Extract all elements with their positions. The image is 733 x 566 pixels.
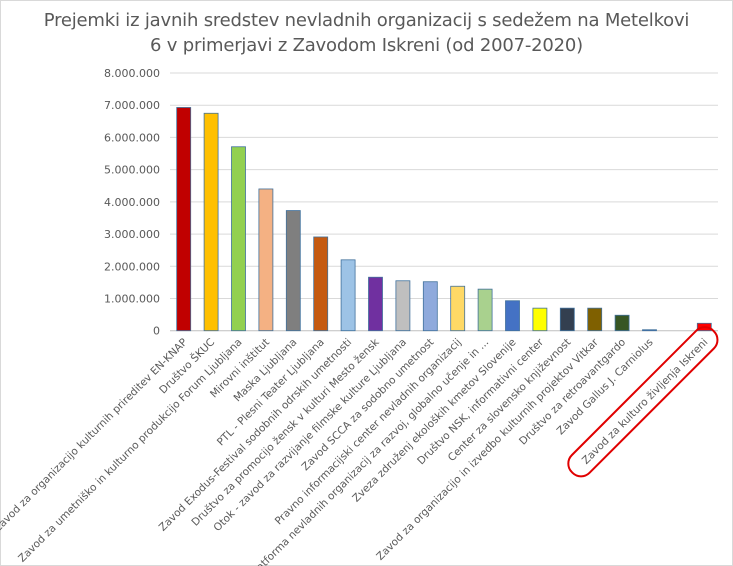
bar <box>587 307 603 332</box>
bar <box>340 259 356 332</box>
bar <box>642 329 657 332</box>
bar <box>176 107 192 332</box>
y-tick-label: 2.000.000 <box>104 260 160 273</box>
chart-title-line-2: 6 v primerjavi z Zavodom Iskreni (od 200… <box>150 35 583 56</box>
y-tick-label: 1.000.000 <box>104 292 160 305</box>
bar <box>203 112 219 332</box>
x-tick-label: Zavod za organizacijo kulturnih priredit… <box>0 336 190 534</box>
x-tick-label: Zavod za umetniško in kulturno produkcij… <box>16 336 244 564</box>
bar <box>614 314 630 332</box>
bar <box>532 307 548 332</box>
y-tick-label: 7.000.000 <box>104 99 160 112</box>
y-tick-label: 0 <box>153 325 160 338</box>
bar <box>505 300 520 332</box>
y-tick-label: 4.000.000 <box>104 196 160 209</box>
bar <box>450 285 466 332</box>
bar <box>368 276 383 332</box>
highlight-outline <box>567 326 719 478</box>
bar <box>285 210 301 332</box>
bar <box>258 188 274 332</box>
y-tick-label: 3.000.000 <box>104 228 160 241</box>
y-tick-label: 5.000.000 <box>104 164 160 177</box>
bar <box>395 280 411 332</box>
bar <box>422 281 438 332</box>
chart-title-line-1: Prejemki iz javnih sredstev nevladnih or… <box>43 10 690 31</box>
y-tick-label: 8.000.000 <box>104 67 160 80</box>
bar <box>477 288 493 332</box>
y-tick-label: 6.000.000 <box>104 131 160 144</box>
bar <box>313 236 329 332</box>
bar <box>231 146 246 332</box>
bar <box>559 307 575 332</box>
